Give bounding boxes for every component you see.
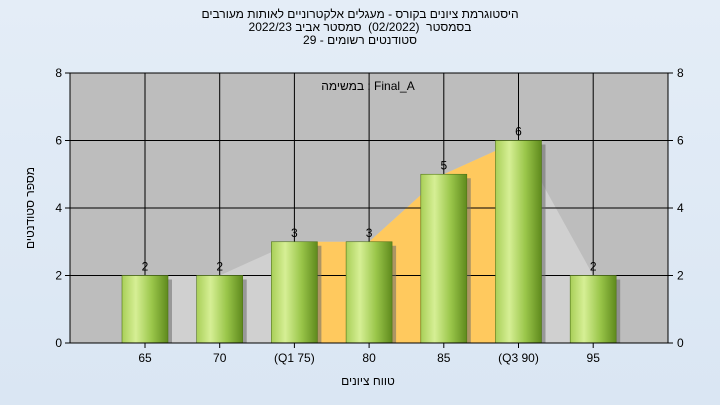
x-tick-label: 65 [138, 351, 152, 365]
y-tick-label-left: 8 [55, 66, 62, 80]
x-axis-title: טווח ציונים [341, 374, 395, 388]
x-tick-label: 95 [587, 351, 601, 365]
x-tick-label: 80 [362, 351, 376, 365]
y-tick-label-left: 4 [55, 201, 62, 215]
bar-value-label: 3 [291, 226, 298, 240]
y-tick-label-right: 0 [677, 336, 684, 350]
y-tick-label-left: 2 [55, 269, 62, 283]
legend-text: במשימה : Final_A [321, 79, 415, 93]
y-tick-label-right: 4 [677, 201, 684, 215]
x-tick-label: (Q1 75) [274, 351, 315, 365]
histogram-bar [569, 275, 617, 344]
chart-titles: היסטוגרמת ציונים בקורס - מעגלים אלקטרוני… [0, 8, 720, 47]
histogram-bar [196, 275, 243, 344]
y-tick-label-right: 2 [677, 269, 684, 283]
bar-value-label: 6 [515, 125, 522, 139]
bar-value-label: 2 [142, 260, 149, 274]
histogram-bar [495, 140, 542, 344]
y-tick-label-right: 8 [677, 66, 684, 80]
histogram-bar [345, 241, 393, 344]
y-tick-label-left: 6 [55, 134, 62, 148]
chart-enrollment-note: סטודנטים רשומים - 29 [303, 33, 417, 47]
bar-value-label: 5 [440, 158, 447, 172]
chart-title: היסטוגרמת ציונים בקורס - מעגלים אלקטרוני… [201, 7, 519, 21]
y-axis-title: מספר סטודנטים [23, 167, 37, 249]
bar-value-label: 2 [216, 260, 223, 274]
bar-value-label: 3 [366, 226, 373, 240]
x-tick-label: 70 [213, 351, 227, 365]
x-tick-label: (Q3 90) [498, 351, 539, 365]
histogram-bar [271, 241, 318, 344]
x-tick-label: 85 [437, 351, 451, 365]
histogram-bar [420, 173, 468, 344]
chart-subtitle: בסמסטר (02/2022) סמסטר אביב 2022/23 [248, 20, 472, 34]
bar-value-label: 2 [590, 260, 597, 274]
y-tick-label-right: 6 [677, 134, 684, 148]
y-tick-label-left: 0 [55, 336, 62, 350]
histogram-bar [121, 275, 169, 344]
